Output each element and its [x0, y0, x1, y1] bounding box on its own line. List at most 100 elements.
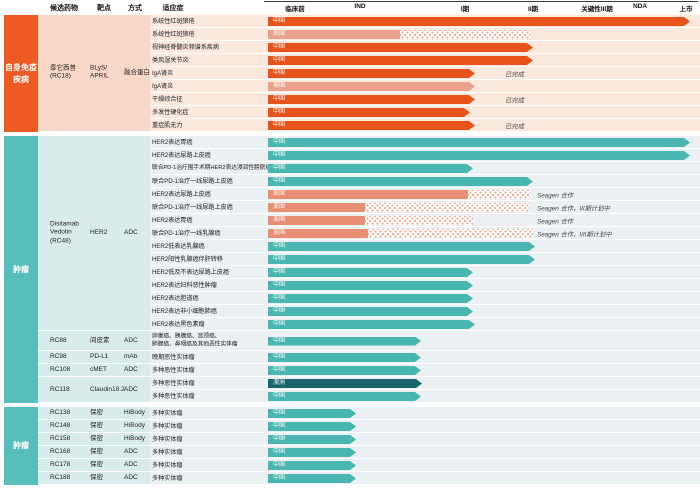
region-bar: 中国 — [268, 435, 356, 444]
category-label: 肿瘤 — [4, 136, 38, 403]
modality-cell: ADC — [124, 336, 138, 344]
region-bar: 澳洲 — [268, 379, 422, 388]
col-header-modality: 方式 — [128, 5, 142, 12]
phase-header-4: II期 — [527, 6, 539, 13]
phase-header-7: 上市 — [679, 6, 693, 13]
phase-header-2: IND — [354, 3, 366, 10]
region-bar: 中国 — [268, 164, 473, 173]
pipeline-row: 多种实体瘤 中国 — [150, 420, 700, 433]
region-bar: 中国 — [268, 108, 470, 117]
pipeline-row: HER2表达胃癌 中国 — [150, 136, 700, 149]
status-note: Seagen 合作 — [537, 218, 574, 225]
region-bar: 美国 — [268, 82, 475, 91]
indication-cell: 联合PD-1治疗一线乳腺癌 — [152, 229, 221, 237]
candidate-group: 泰它西普 (RC18) BLyS/ APRIL 融合蛋白 — [38, 15, 150, 131]
pipeline-row: 晚期恶性实体瘤 中国 — [150, 351, 700, 364]
pipeline-row: 多种实体瘤 中国 — [150, 433, 700, 446]
pipeline-row: HER2低表达乳腺癌 中国 — [150, 240, 700, 253]
indication-cell: HER2表达尿路上皮癌 — [152, 151, 211, 159]
target-cell: 保密 — [90, 473, 103, 481]
pipeline-row: IgA肾炎 中国 已完成 — [150, 67, 700, 80]
region-bar: 中国 — [268, 353, 421, 362]
region-label: 中国 — [273, 269, 286, 275]
modality-cell: ADC — [124, 447, 138, 455]
region-label: 中国 — [273, 449, 286, 455]
candidate-cell: RC98 — [50, 352, 67, 360]
modality-cell: ADC — [124, 460, 138, 468]
pipeline-row: 联合PD-1治疗一线乳腺癌 美国 Seagen 合作，I/II期计划中 — [150, 227, 700, 240]
phase-header-3: I期 — [460, 6, 470, 13]
indication-cell: HER2低表达乳腺癌 — [152, 242, 205, 250]
target-cell: cMET — [90, 365, 107, 373]
pipeline-row: IgA肾炎 美国 — [150, 80, 700, 93]
region-bar: 美国 — [268, 190, 468, 199]
candidate-cell: RC88 — [50, 336, 67, 344]
region-bar: 中国 — [268, 320, 475, 329]
pipeline-row: 多种恶性实体瘤 澳洲 — [150, 377, 700, 390]
col-header-target: 靶点 — [97, 5, 111, 12]
pipeline-row: 联合PD-1治疗围手术期HER2表达浸润性膀胱癌 中国 — [150, 162, 700, 175]
candidate-cell: Disitamab Vedotin (RC48) — [50, 220, 79, 245]
pipeline-row: 联合PD-1治疗一线尿路上皮癌 美国 Seagen 合作，III期计划中 — [150, 201, 700, 214]
region-label: 中国 — [273, 423, 286, 429]
region-label: 中国 — [273, 367, 286, 373]
pipeline-row: HER2表达非小细胞肺癌 中国 — [150, 305, 700, 318]
region-bar: 美国 — [268, 216, 365, 225]
region-bar: 中国 — [268, 255, 535, 264]
section-2: 肿瘤 Disitamab Vedotin (RC48) HER2 ADC HER2表达胃… — [0, 136, 700, 403]
region-label: 中国 — [273, 354, 286, 360]
status-note: 已完成 — [505, 71, 524, 78]
indication-cell: 多种实体瘤 — [152, 474, 183, 482]
indication-cell: 联合PD-1治疗围手术期HER2表达浸润性膀胱癌 — [152, 164, 272, 171]
region-label: 中国 — [273, 308, 286, 314]
region-bar: 中国 — [268, 242, 535, 251]
target-cell: HER2 — [90, 228, 108, 236]
candidate-group: RC178 保密 ADC — [38, 459, 150, 471]
status-note: Seagen 合作，III期计划中 — [537, 205, 610, 212]
indication-cell: 重症肌无力 — [152, 121, 183, 129]
region-bar: 中国 — [268, 461, 356, 470]
region-label: 美国 — [273, 31, 286, 37]
section-3: 肿瘤 RC138 保密 HiBody 多种实体瘤 中国 RC148 保密 HiBody 多种实体瘤… — [0, 407, 700, 485]
region-label: 澳洲 — [273, 380, 286, 386]
pipeline-row: 类风湿关节炎 中国 — [150, 54, 700, 67]
planned-phase-hatch — [468, 190, 530, 199]
candidate-cell: RC158 — [50, 434, 71, 442]
candidate-cell: RC178 — [50, 460, 71, 468]
candidate-group: RC98 PD-L1 mAb — [38, 351, 150, 363]
indication-cell: 联合PD-1治疗一线尿路上皮癌 — [152, 203, 233, 211]
col-header-indication: 适应症 — [162, 5, 184, 12]
pipeline-row: HER2表达黑色素瘤 中国 — [150, 318, 700, 331]
candidate-group: RC158 保密 HiBody — [38, 433, 150, 445]
pipeline-row: 重症肌无力 中国 已完成 — [150, 119, 700, 132]
pipeline-row: 多种恶性实体瘤 中国 — [150, 390, 700, 403]
status-note: Seagen 合作，I/II期计划中 — [537, 231, 612, 238]
pipeline-row: HER2低及不表达尿路上皮癌 中国 — [150, 266, 700, 279]
indication-cell: 晚期恶性实体瘤 — [152, 353, 195, 361]
pipeline-row: HER2阳性乳腺癌伴肝转移 中国 — [150, 253, 700, 266]
candidate-cell: 泰它西普 (RC18) — [50, 64, 76, 80]
target-cell: 保密 — [90, 460, 103, 468]
modality-cell: mAb — [124, 352, 138, 360]
region-label: 中国 — [273, 282, 286, 288]
indication-cell: 视神经脊髓炎频谱系疾病 — [152, 43, 219, 51]
pipeline-row: 系统性红斑狼疮 中国 — [150, 15, 700, 28]
region-bar: 中国 — [268, 268, 473, 277]
region-bar: 中国 — [268, 121, 475, 130]
region-label: 美国 — [273, 83, 286, 89]
indication-cell: 多种实体瘤 — [152, 422, 183, 430]
candidate-cell: RC188 — [50, 473, 71, 481]
region-label: 中国 — [273, 70, 286, 76]
region-label: 中国 — [273, 109, 286, 115]
indication-cell: 类风湿关节炎 — [152, 56, 189, 64]
region-label: 美国 — [273, 230, 286, 236]
indication-cell: HER2表达尿路上皮癌 — [152, 190, 211, 198]
indication-cell: HER2低及不表达尿路上皮癌 — [152, 268, 229, 276]
region-label: 中国 — [273, 18, 286, 24]
pipeline-row: HER2表达胃癌 美国 Seagen 合作 — [150, 214, 700, 227]
candidate-cell: RC118 — [50, 385, 70, 393]
target-cell: PD-L1 — [90, 352, 109, 360]
region-label: 中国 — [273, 44, 286, 50]
indication-cell: 联合PD-1治疗一线尿路上皮癌 — [152, 177, 233, 185]
